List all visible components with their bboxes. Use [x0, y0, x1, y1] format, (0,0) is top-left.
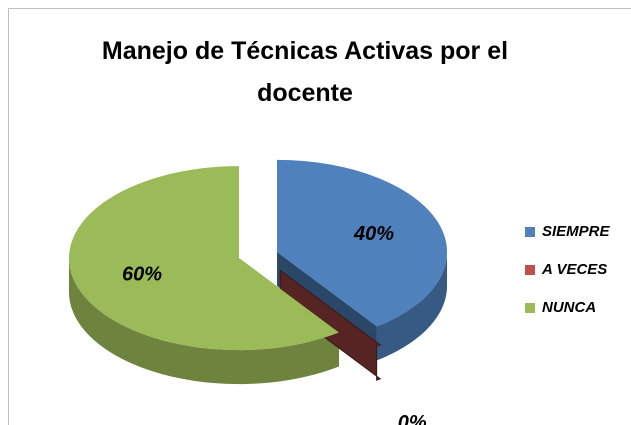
chart-title: Manejo de Técnicas Activas por el docent… [101, 37, 509, 107]
slice-side [376, 251, 448, 361]
legend-label: NUNCA [542, 299, 596, 316]
data-label: 60% [122, 263, 162, 285]
data-label: 40% [353, 223, 394, 245]
legend-swatch [525, 265, 535, 275]
legend-label: SIEMPRE [542, 223, 611, 240]
legend-swatch [525, 303, 535, 313]
legend-label: A VECES [541, 261, 607, 278]
slice-side [68, 258, 339, 385]
slice [277, 159, 448, 327]
slice [68, 166, 339, 351]
chart-frame [8, 8, 631, 425]
slice-tops [68, 159, 448, 381]
legend-swatch [525, 227, 535, 237]
data-label: 0% [398, 412, 427, 425]
